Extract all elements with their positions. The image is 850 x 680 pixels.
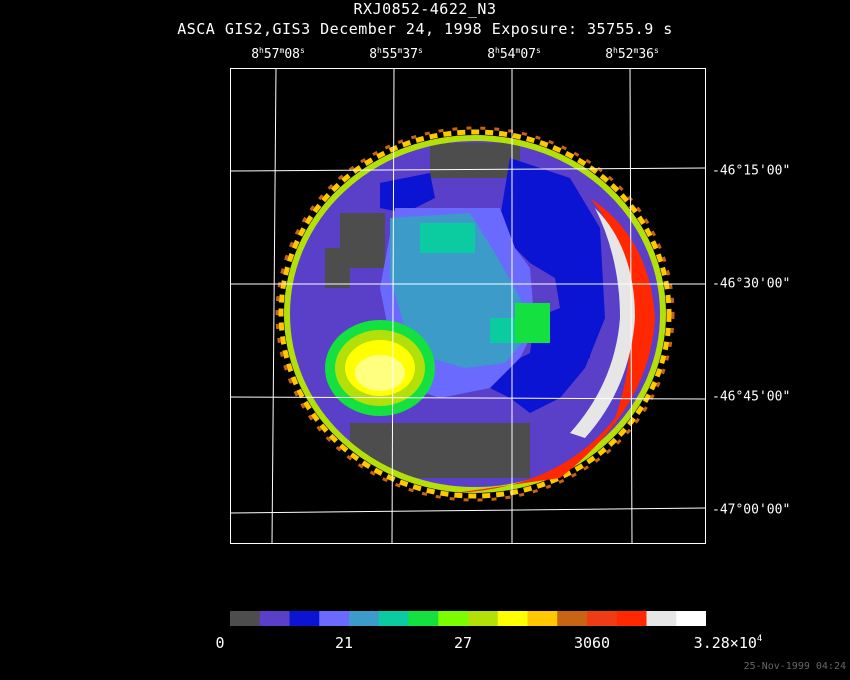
ra-label-4: 8h52m36s <box>605 46 659 62</box>
dec-label-1: -46°15'00" <box>712 163 791 179</box>
image-title: RXJ0852-4622_N3 <box>353 0 497 18</box>
colorbar-label-min: 0 <box>215 634 225 652</box>
colorbar-swatch <box>587 611 618 626</box>
coordinate-grid <box>230 68 706 544</box>
colorbar-swatch <box>408 611 439 626</box>
colorbar-label-max: 3.28×104 <box>693 634 763 652</box>
colorbar-swatch <box>319 611 350 626</box>
dec-label-4: -47°00'00" <box>712 502 791 518</box>
ra-label-3: 8h54m07s <box>487 46 541 62</box>
colorbar-swatch <box>349 611 380 626</box>
image-disc <box>275 126 675 502</box>
colorbar-swatch <box>259 611 290 626</box>
timestamp: 25-Nov-1999 04:24 <box>743 661 846 672</box>
ra-label-1: 8h57m08s <box>251 46 305 62</box>
colorbar-label-3: 27 <box>453 634 473 652</box>
colorbar-swatch <box>497 611 528 626</box>
colorbar-swatch <box>527 611 558 626</box>
colorbar-swatch <box>378 611 409 626</box>
colorbar-swatch <box>438 611 469 626</box>
colorbar-swatch <box>230 611 261 626</box>
colorbar-label-4: 3060 <box>573 634 611 652</box>
image-subtitle: ASCA GIS2,GIS3 December 24, 1998 Exposur… <box>177 20 673 38</box>
colorbar-swatch <box>468 611 499 626</box>
colorbar-swatch <box>646 611 677 626</box>
colorbar-swatch <box>616 611 647 626</box>
colorbar-label-2: 21 <box>334 634 354 652</box>
colorbar-swatch <box>557 611 588 626</box>
colorbar-swatch <box>676 611 706 626</box>
xray-intensity-image <box>230 68 706 544</box>
dec-label-3: -46°45'00" <box>712 389 791 405</box>
colorbar <box>230 611 706 626</box>
dec-label-2: -46°30'00" <box>712 276 791 292</box>
colorbar-swatch <box>289 611 320 626</box>
ra-label-2: 8h55m37s <box>369 46 423 62</box>
